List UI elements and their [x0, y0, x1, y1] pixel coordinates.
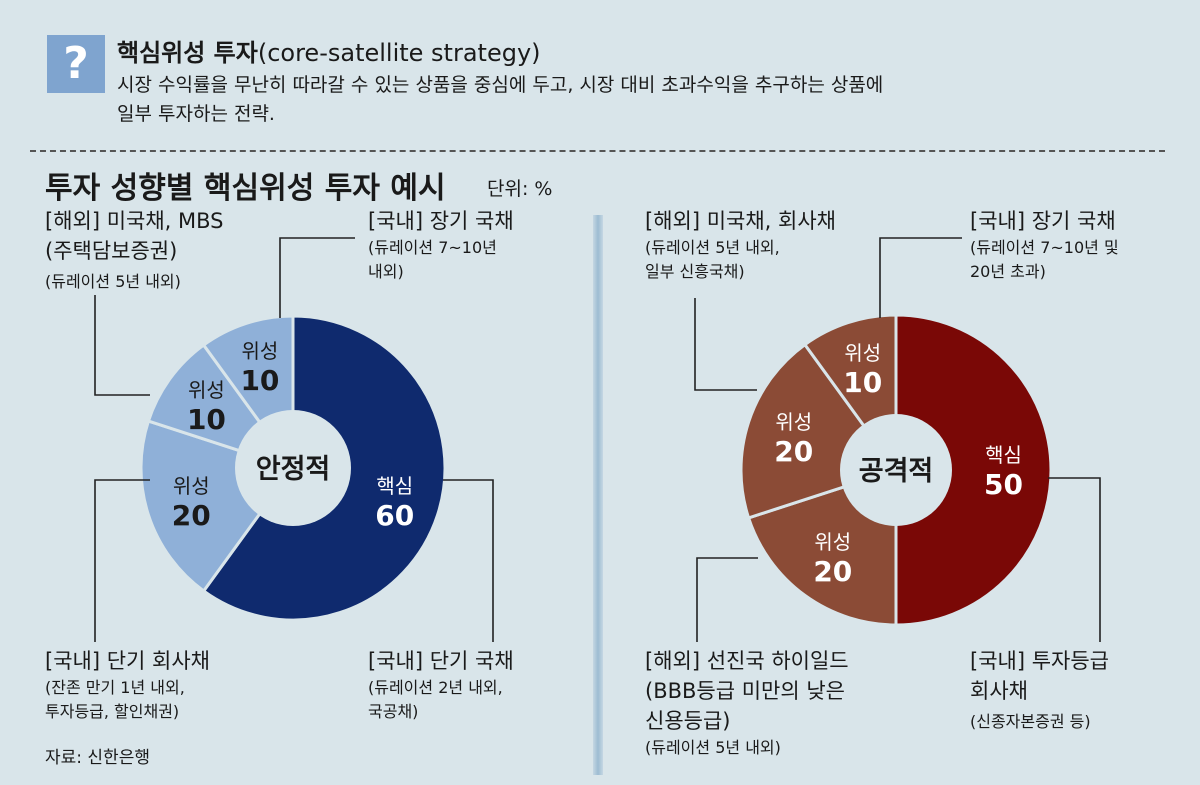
- annotation-note: 국공채): [368, 702, 419, 721]
- unit-label: 단위: %: [487, 178, 553, 200]
- dashed-divider: [30, 150, 1165, 152]
- slice-value: 20: [813, 555, 852, 588]
- annotation-title: [국내] 투자등급: [970, 649, 1109, 673]
- donut-hole: [840, 414, 952, 526]
- leader-line: [443, 479, 494, 642]
- chart-title: 투자 성향별 핵심위성 투자 예시: [45, 171, 446, 206]
- annotation-note: 투자등급, 할인채권): [45, 702, 180, 721]
- annotation-line: 회사채: [970, 679, 1028, 703]
- leader-line: [94, 295, 150, 396]
- annotation-note: 20년 초과): [970, 262, 1046, 281]
- slice-value: 10: [240, 364, 279, 397]
- slice-label: 위성: [188, 378, 225, 402]
- slice-value: 10: [843, 366, 882, 399]
- annotation-title: [국내] 장기 국채: [368, 209, 514, 233]
- slice-value: 10: [187, 403, 226, 436]
- annotation-title: [해외] 미국채, MBS: [45, 209, 224, 233]
- leader-line: [696, 557, 758, 642]
- annotation-title: [국내] 장기 국채: [970, 209, 1116, 233]
- annotation-line: (주택담보증권): [45, 239, 178, 263]
- annotation-domestic-long-bond-aggr: [국내] 장기 국채 (듀레이션 7~10년 및 20년 초과): [970, 206, 1119, 284]
- description-line-2: 일부 투자하는 전략.: [117, 103, 275, 125]
- slice-value: 20: [172, 499, 211, 532]
- slice-value: 20: [774, 435, 813, 468]
- annotation-note: (듀레이션 2년 내외,: [368, 678, 503, 697]
- annotation-note: 내외): [368, 262, 404, 281]
- annotation-line: 신용등급): [645, 709, 731, 733]
- annotation-title: [해외] 미국채, 회사채: [645, 209, 836, 233]
- slice-label: 위성: [814, 530, 851, 554]
- center-label: 공격적: [859, 456, 934, 487]
- annotation-note: (듀레이션 5년 내외,: [645, 238, 780, 257]
- annotation-note: (듀레이션 7~10년: [368, 238, 497, 257]
- definition-title: 핵심위성 투자(core-satellite strategy): [117, 33, 541, 68]
- slice-label: 위성: [775, 410, 812, 434]
- leader-line: [879, 237, 962, 318]
- leader-line: [1048, 477, 1101, 642]
- vertical-divider: [593, 215, 603, 775]
- description-line-1: 시장 수익률을 무난히 따라갈 수 있는 상품을 중심에 두고, 시장 대비 초…: [117, 74, 884, 96]
- slice-label: 위성: [242, 339, 279, 363]
- title-english: (core-satellite strategy): [257, 39, 541, 67]
- annotation-title: [해외] 선진국 하이일드: [645, 649, 849, 673]
- donut-hole: [235, 410, 351, 526]
- leader-line: [279, 237, 355, 318]
- slice-label: 위성: [844, 341, 881, 365]
- leader-line: [94, 479, 150, 642]
- annotation-overseas-treasury-corp: [해외] 미국채, 회사채 (듀레이션 5년 내외, 일부 신흥국채): [645, 206, 836, 284]
- source-note: 자료: 신한은행: [45, 748, 150, 768]
- annotation-domestic-long-bond: [국내] 장기 국채 (듀레이션 7~10년 내외): [368, 206, 514, 284]
- slice-core: [894, 313, 1053, 627]
- slice-value: 60: [375, 499, 414, 532]
- slice-value: 50: [984, 468, 1023, 501]
- annotation-note: (듀레이션 5년 내외): [45, 272, 181, 291]
- annotation-line: (BBB등급 미만의 낮은: [645, 679, 846, 703]
- leader-lines: [94, 237, 1101, 642]
- slice-label: 위성: [173, 474, 210, 498]
- annotation-domestic-short-bond: [국내] 단기 국채 (듀레이션 2년 내외, 국공채): [368, 646, 514, 724]
- annotation-note: (신종자본증권 등): [970, 712, 1091, 731]
- slice-label: 핵심: [985, 443, 1022, 467]
- leader-line: [694, 298, 757, 391]
- annotation-note: (듀레이션 7~10년 및: [970, 238, 1119, 257]
- slice-label: 핵심: [376, 474, 413, 498]
- annotation-high-yield: [해외] 선진국 하이일드 (BBB등급 미만의 낮은 신용등급) (듀레이션 …: [645, 646, 849, 760]
- annotation-overseas-mbs: [해외] 미국채, MBS (주택담보증권) (듀레이션 5년 내외): [45, 206, 224, 294]
- annotation-note: (잔존 만기 1년 내외,: [45, 678, 185, 697]
- annotation-title: [국내] 단기 회사채: [45, 649, 210, 673]
- center-label: 안정적: [256, 454, 331, 485]
- question-mark-icon: ?: [47, 35, 105, 93]
- annotation-title: [국내] 단기 국채: [368, 649, 514, 673]
- annotation-note: (듀레이션 5년 내외): [645, 738, 781, 757]
- title-korean: 핵심위성 투자: [117, 39, 258, 67]
- annotation-domestic-short-corp: [국내] 단기 회사채 (잔존 만기 1년 내외, 투자등급, 할인채권): [45, 646, 210, 724]
- annotation-investment-grade: [국내] 투자등급 회사채 (신종자본증권 등): [970, 646, 1109, 734]
- annotation-note: 일부 신흥국채): [645, 262, 745, 281]
